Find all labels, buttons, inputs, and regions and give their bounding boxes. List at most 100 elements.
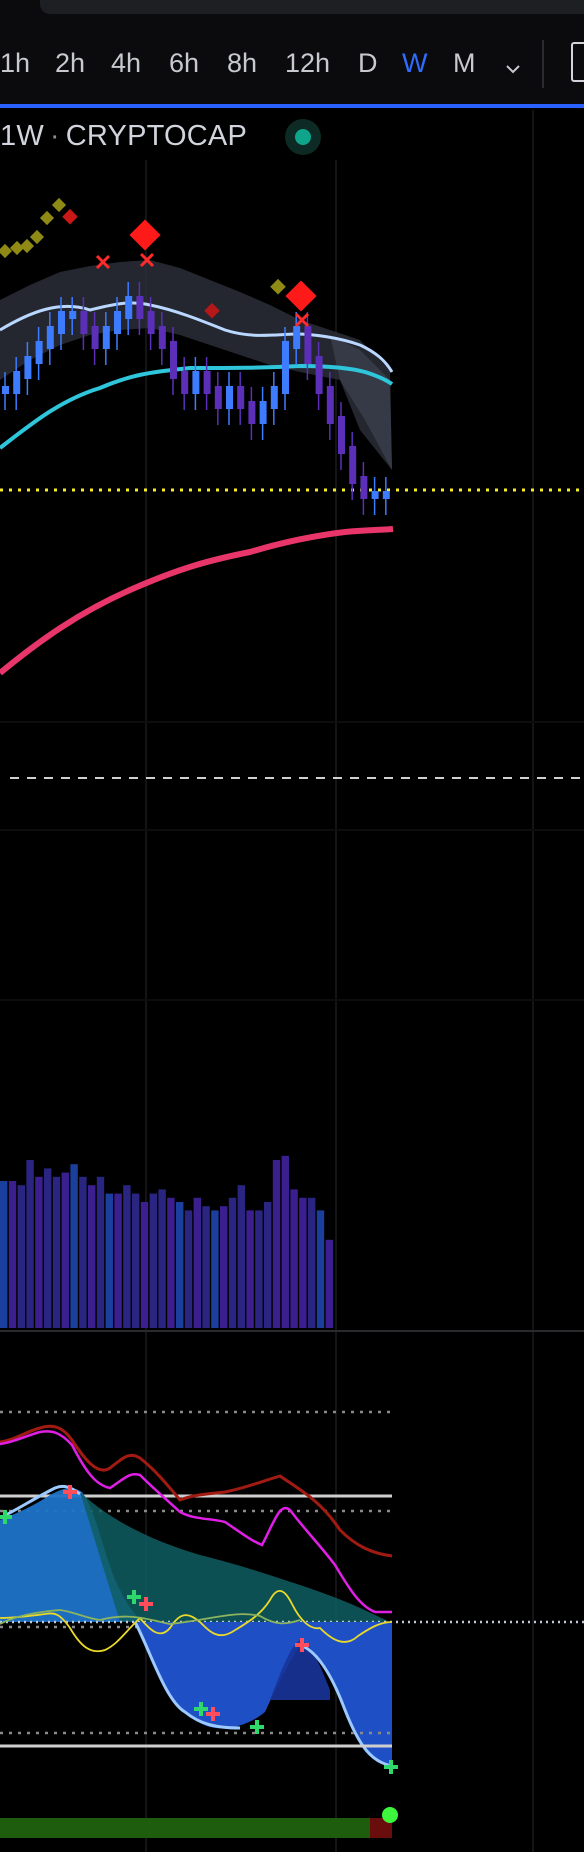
candle-body — [35, 341, 43, 364]
volume-bar — [220, 1206, 228, 1328]
candle-body — [226, 386, 233, 409]
candle-body — [203, 371, 211, 394]
candle-body — [214, 386, 222, 409]
timeframe-6h[interactable]: 6h — [169, 48, 200, 78]
candle-body — [326, 386, 334, 424]
timeframe-8h[interactable]: 8h — [227, 48, 258, 78]
timeframe-m[interactable]: M — [453, 48, 476, 78]
volume-bar — [211, 1210, 219, 1328]
sell-markers — [95, 252, 310, 328]
timeframe-2h[interactable]: 2h — [55, 48, 86, 78]
price-pane — [0, 197, 584, 779]
volume-bar — [299, 1197, 307, 1328]
sell-x-marker — [139, 252, 155, 268]
signal-line-yellow — [0, 1590, 393, 1653]
diamond-marker — [204, 302, 220, 319]
volume-bar — [228, 1197, 237, 1328]
candle-body — [69, 311, 77, 319]
signal-line-green — [0, 1609, 301, 1625]
buy-plus-marker — [250, 1720, 264, 1734]
momentum-line-light — [133, 1621, 393, 1768]
buy-plus-marker — [194, 1702, 208, 1716]
volume-bar — [308, 1197, 316, 1328]
volume-bar — [246, 1210, 254, 1328]
volume-bar — [70, 1164, 78, 1328]
candle-body — [147, 311, 155, 334]
volume-bar — [325, 1239, 333, 1328]
candle-body — [170, 341, 177, 379]
volume-bar — [8, 1181, 17, 1328]
live-status-icon[interactable] — [285, 119, 321, 155]
symbol-interval: 1W — [0, 120, 44, 152]
volume-bar — [123, 1185, 131, 1328]
candle-body — [382, 491, 390, 499]
candle-body — [114, 311, 121, 334]
timeframe-w[interactable]: W — [402, 48, 428, 78]
volume-bar — [290, 1189, 298, 1328]
osc-signal-markers — [0, 1485, 398, 1774]
diamond-marker — [51, 197, 67, 213]
volume-bar — [88, 1185, 96, 1328]
timeframe-12h[interactable]: 12h — [285, 48, 331, 78]
candle-body — [237, 386, 245, 409]
oscillator-fast-line — [0, 1430, 392, 1614]
chevron-down-icon[interactable] — [504, 60, 522, 78]
diamond-marker — [39, 210, 55, 226]
volume-bar — [149, 1193, 157, 1328]
sell-plus-marker — [139, 1597, 153, 1611]
candle-body — [102, 326, 110, 349]
candle-body — [338, 416, 345, 454]
sell-plus-marker — [63, 1485, 77, 1499]
candles — [2, 282, 390, 515]
candle-body — [46, 326, 54, 349]
volume-bar — [264, 1202, 272, 1328]
diamond-marker — [285, 280, 317, 312]
candle-body — [91, 326, 99, 349]
candle-body — [360, 476, 368, 499]
bottom-status-bar-red — [370, 1818, 392, 1838]
timeframe-d[interactable]: D — [358, 48, 378, 78]
toolbar-divider — [542, 40, 544, 88]
volume-bar — [114, 1193, 122, 1328]
timeframe-1h[interactable]: 1h — [0, 48, 31, 78]
candle-body — [136, 296, 144, 319]
search-bar[interactable] — [40, 0, 584, 14]
timeframe-toolbar: 1h 2h 4h 6h 8h 12h D W M — [0, 22, 584, 108]
candle-body — [282, 341, 289, 394]
slow-ma-line — [0, 363, 394, 450]
volume-bar — [255, 1210, 263, 1328]
diamond-marker — [0, 243, 13, 259]
candle-body — [158, 326, 166, 349]
long-ma-line — [0, 526, 394, 676]
buy-plus-marker — [127, 1590, 141, 1604]
sell-plus-marker — [295, 1638, 309, 1652]
volume-bar — [61, 1172, 69, 1328]
candle-body — [371, 491, 379, 499]
separator-dot: · — [49, 120, 60, 152]
candle-body — [315, 356, 323, 394]
diamond-marker — [29, 229, 45, 245]
candle-body — [13, 371, 21, 394]
buy-plus-marker — [384, 1760, 398, 1774]
volume-bar — [316, 1210, 325, 1328]
momentum-fill-dark — [270, 1640, 330, 1700]
volume-bar — [281, 1155, 289, 1328]
candle-body — [259, 401, 267, 424]
timeframe-4h[interactable]: 4h — [111, 48, 142, 78]
ma-band — [0, 260, 392, 470]
candle-body — [248, 401, 256, 424]
volume-bar — [272, 1160, 281, 1328]
volume-bar — [79, 1176, 87, 1328]
candle-body — [293, 326, 301, 349]
diamond-marker — [19, 238, 35, 254]
buy-plus-marker — [0, 1510, 12, 1524]
symbol-header[interactable]: 1W · CRYPTOCAP — [0, 120, 247, 153]
volume-bar — [52, 1176, 61, 1328]
sell-x-marker — [294, 312, 310, 328]
sell-x-marker — [95, 254, 111, 270]
wave-fill-primary — [0, 1488, 145, 1622]
wave-line-light — [0, 1484, 81, 1520]
volume-bar — [132, 1193, 140, 1328]
layout-icon[interactable] — [571, 42, 584, 82]
